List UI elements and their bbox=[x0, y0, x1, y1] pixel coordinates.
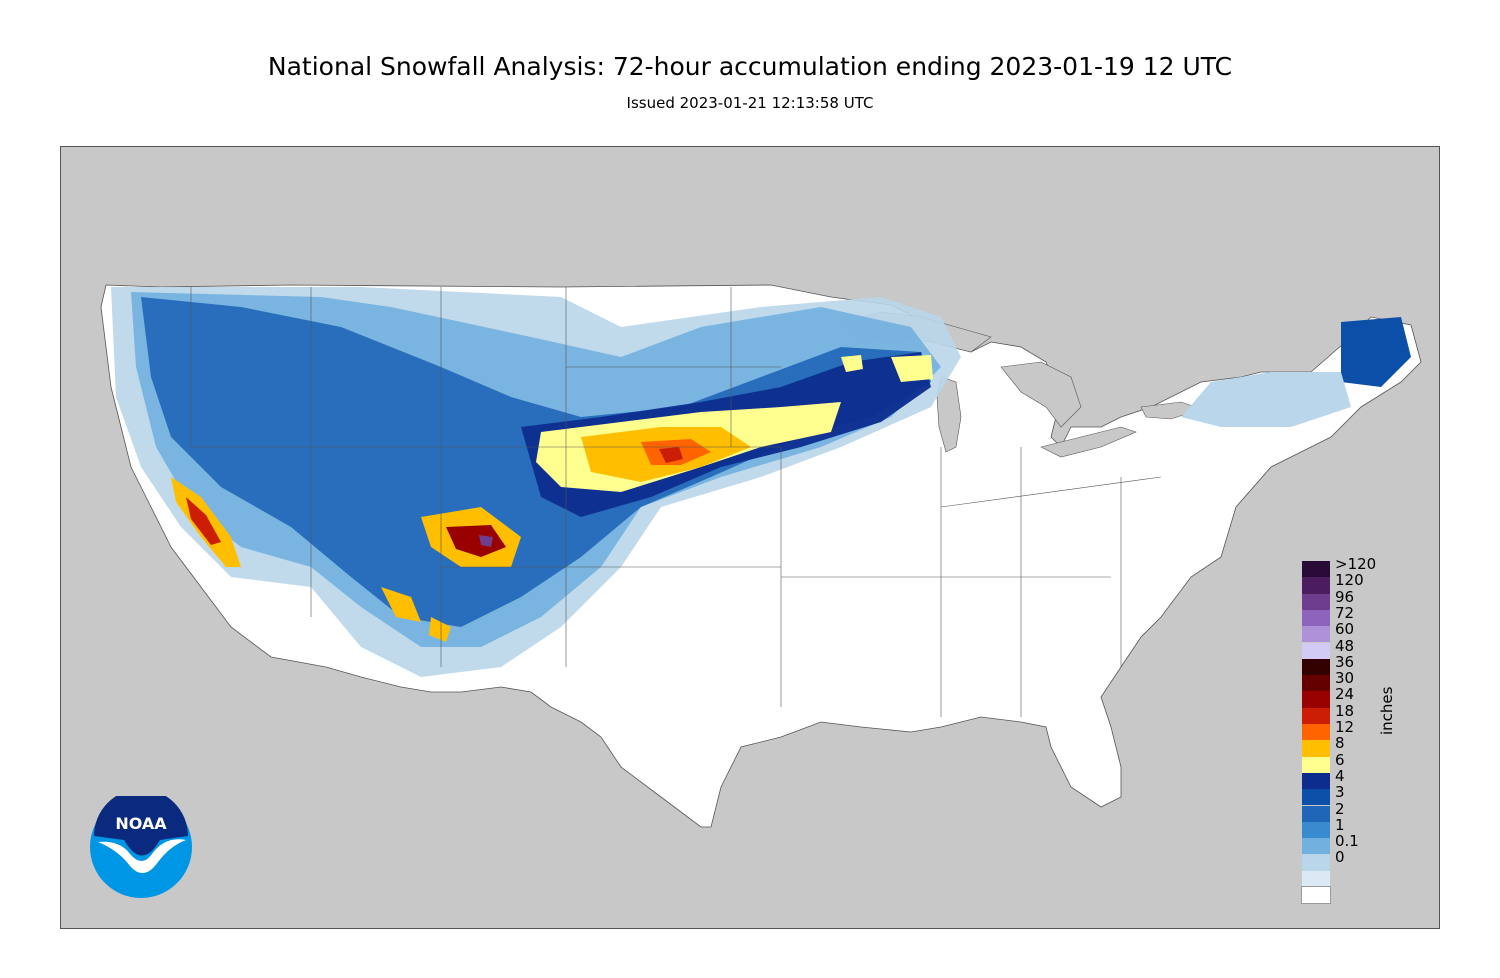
legend-swatch bbox=[1302, 675, 1330, 692]
legend-swatch bbox=[1302, 593, 1330, 610]
logo-inner-blue bbox=[94, 796, 188, 856]
legend-swatch bbox=[1302, 740, 1330, 757]
legend-label: 96 bbox=[1335, 587, 1355, 606]
logo-text: NOAA bbox=[115, 814, 167, 833]
legend-swatch bbox=[1302, 756, 1330, 773]
legend-swatch bbox=[1302, 626, 1330, 643]
snowfall-layer bbox=[111, 287, 1411, 677]
lake-huron bbox=[1000, 361, 1082, 428]
legend-label: 6 bbox=[1335, 750, 1345, 769]
legend-swatch bbox=[1302, 577, 1330, 594]
legend-label: 4 bbox=[1335, 766, 1345, 785]
legend-swatch bbox=[1302, 691, 1330, 708]
legend-swatch bbox=[1302, 642, 1330, 659]
snowfall-map bbox=[60, 146, 1440, 929]
legend-swatch bbox=[1302, 707, 1330, 724]
legend-swatch bbox=[1302, 724, 1330, 741]
legend-label: 30 bbox=[1335, 669, 1355, 688]
noaa-logo: NOAA bbox=[90, 796, 192, 898]
legend-label: 72 bbox=[1335, 603, 1355, 622]
legend-label: >120 bbox=[1335, 555, 1377, 573]
legend-swatch bbox=[1302, 609, 1330, 627]
map-svg bbox=[61, 147, 1439, 928]
logo-bird bbox=[98, 839, 186, 874]
legend-swatch bbox=[1302, 821, 1330, 839]
legend-label: 1 bbox=[1335, 815, 1345, 834]
legend-label: 60 bbox=[1335, 620, 1355, 639]
legend-swatch bbox=[1302, 789, 1330, 806]
legend-label: 120 bbox=[1335, 571, 1364, 590]
legend-label: 24 bbox=[1335, 685, 1355, 704]
map-title: National Snowfall Analysis: 72-hour accu… bbox=[267, 52, 1233, 81]
legend-label: 8 bbox=[1335, 734, 1345, 753]
legend-label: 18 bbox=[1335, 701, 1355, 720]
pacific-ocean bbox=[61, 287, 441, 928]
legend-swatch bbox=[1302, 870, 1330, 887]
legend-swatch bbox=[1302, 838, 1330, 855]
lake-erie bbox=[1040, 426, 1137, 458]
legend-swatch bbox=[1302, 854, 1330, 871]
legend-label: 12 bbox=[1335, 718, 1355, 736]
state-borders bbox=[190, 287, 1162, 717]
legend-swatch bbox=[1302, 561, 1330, 578]
legend-label: 36 bbox=[1335, 652, 1355, 671]
legend-swatch bbox=[1302, 805, 1330, 822]
legend-label: 48 bbox=[1335, 636, 1355, 655]
legend-swatch bbox=[1301, 885, 1331, 905]
legend-label: 0 bbox=[1335, 848, 1345, 867]
legend-label: 0.1 bbox=[1335, 832, 1359, 851]
legend-unit-label: inches bbox=[1378, 686, 1396, 735]
legend-swatch bbox=[1302, 772, 1330, 790]
lake-michigan bbox=[936, 376, 962, 453]
map-subtitle: Issued 2023-01-21 12:13:58 UTC bbox=[626, 94, 874, 112]
legend-swatch bbox=[1302, 658, 1330, 676]
legend-label: 2 bbox=[1335, 799, 1345, 818]
legend-label: 3 bbox=[1335, 783, 1345, 802]
